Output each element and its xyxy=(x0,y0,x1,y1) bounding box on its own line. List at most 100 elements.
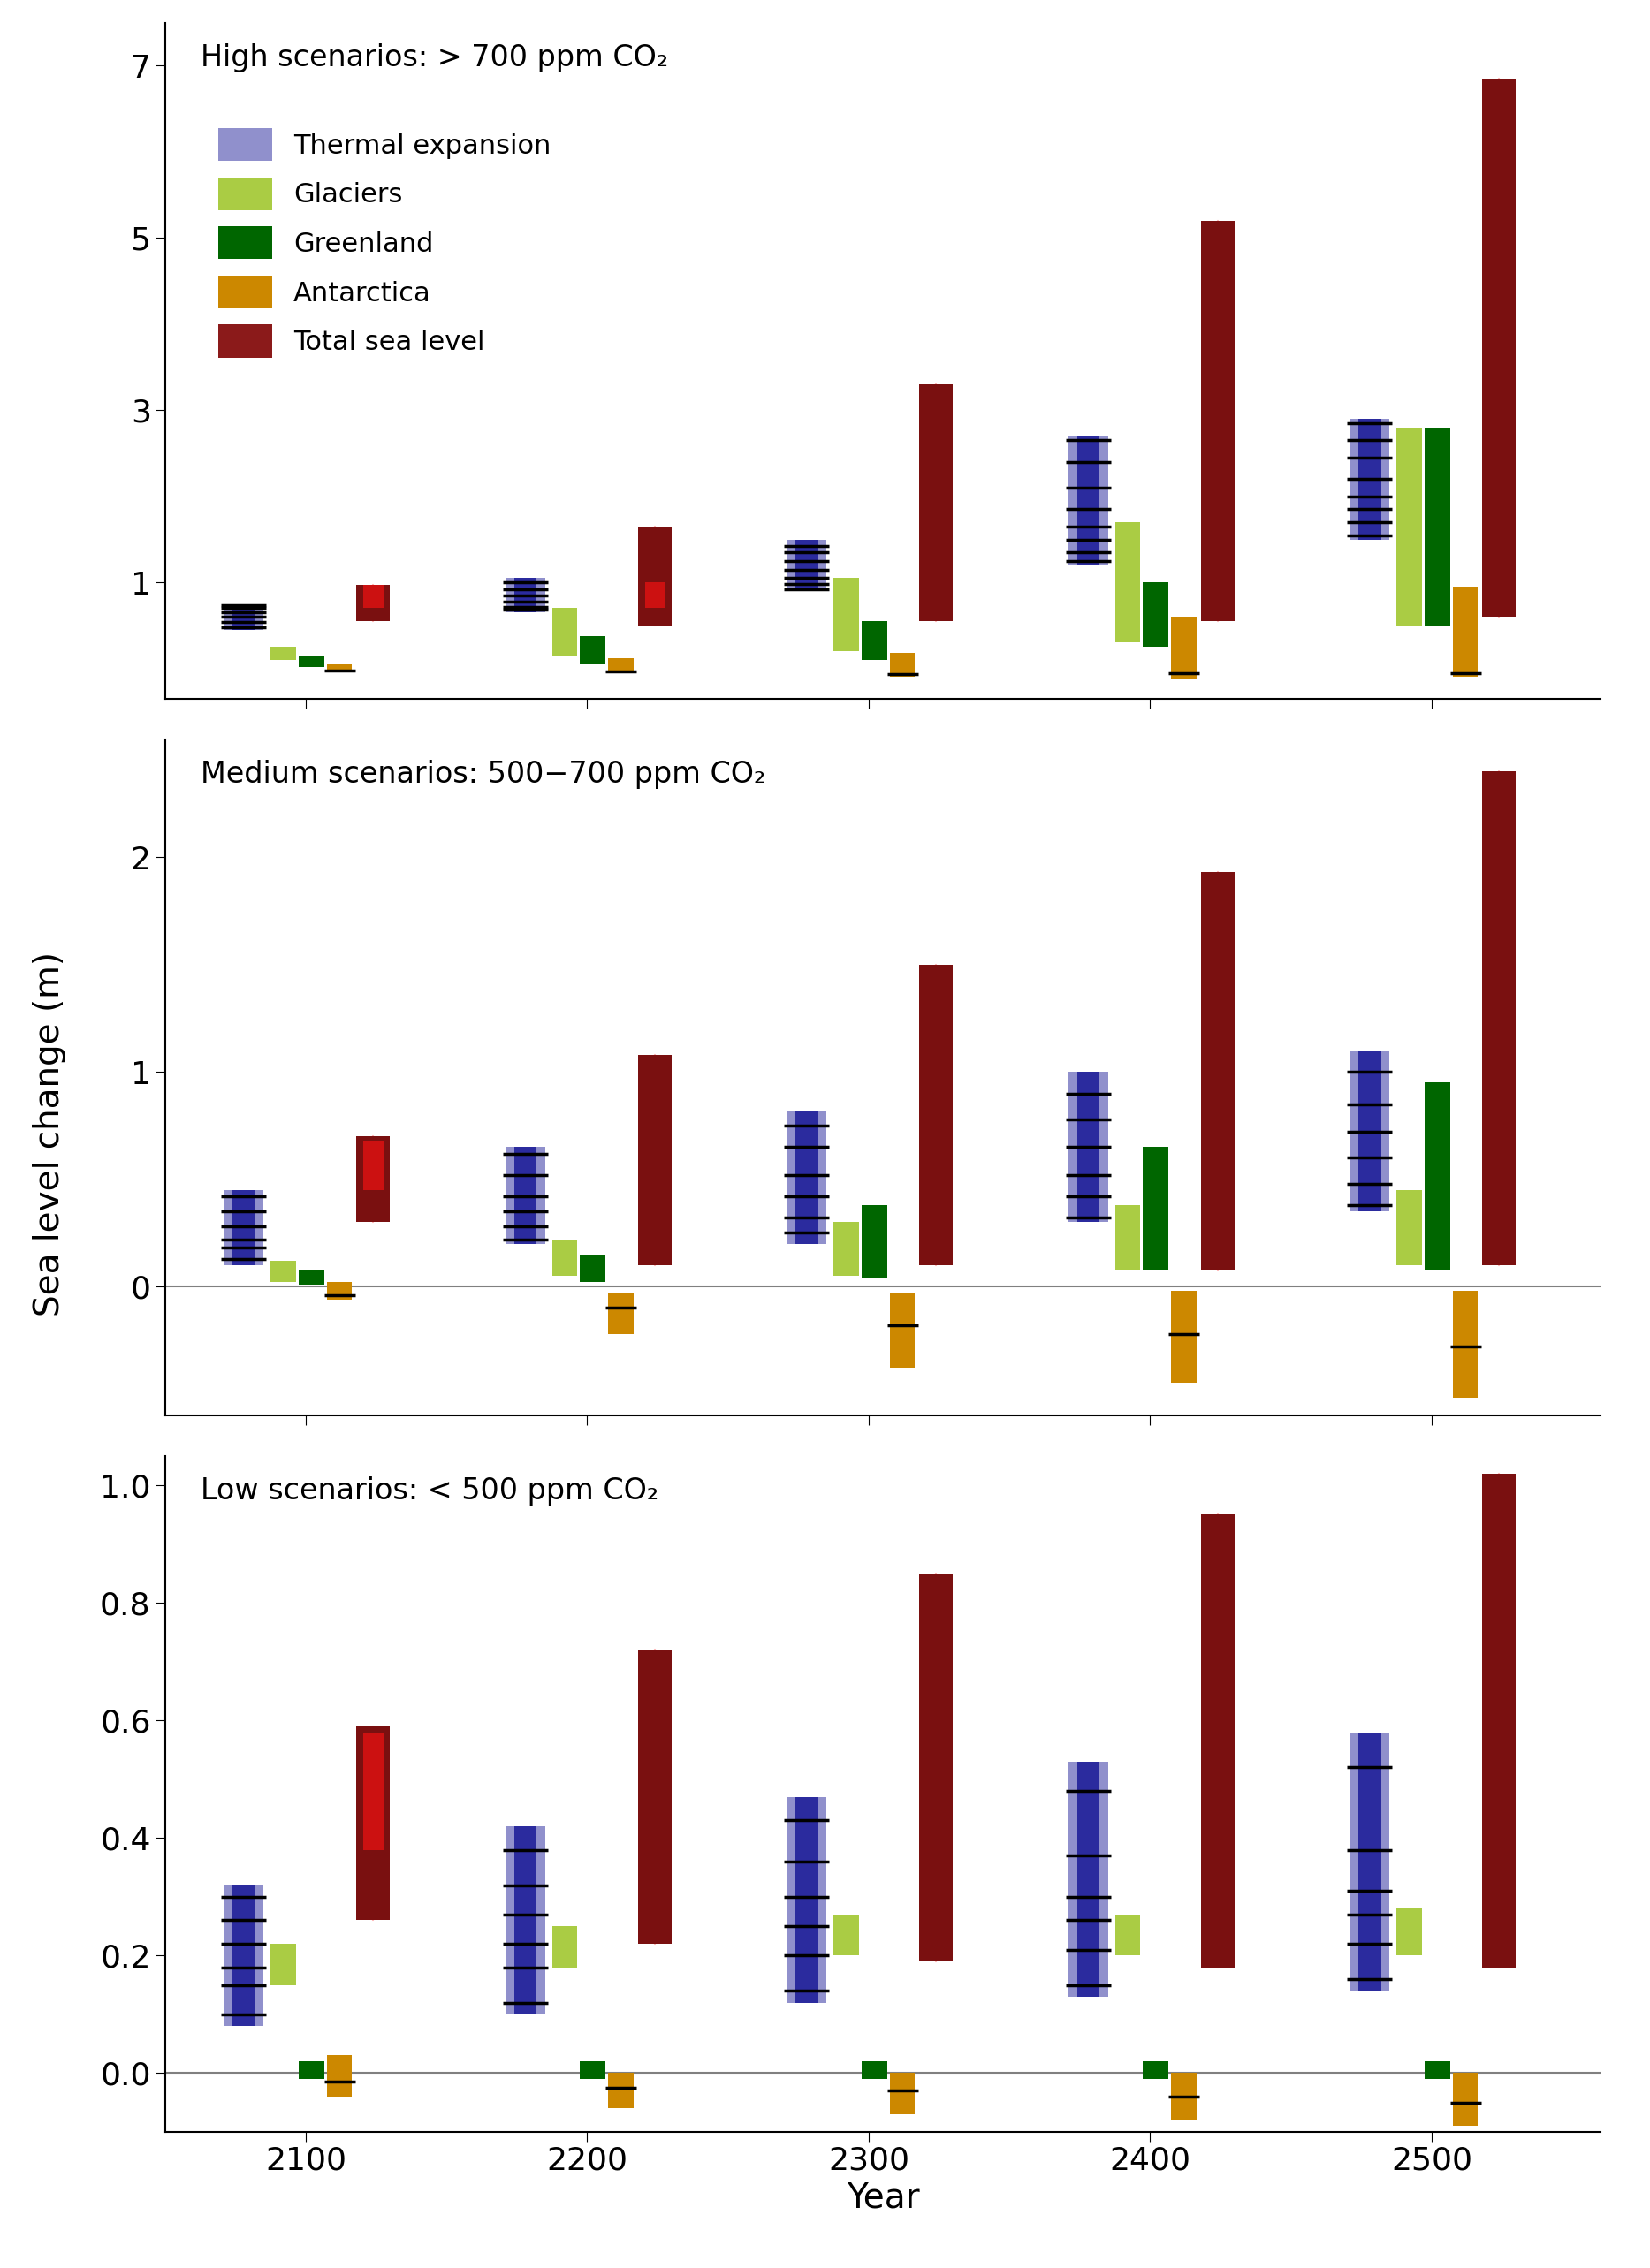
Bar xyxy=(224,1885,264,2025)
Bar xyxy=(327,665,351,671)
Bar xyxy=(795,1111,818,1243)
Bar xyxy=(515,1826,536,2014)
Bar xyxy=(1069,1762,1107,1996)
Bar xyxy=(639,1055,672,1266)
Bar xyxy=(233,1191,256,1266)
Bar xyxy=(327,2055,351,2096)
Bar xyxy=(1350,420,1389,540)
Bar xyxy=(356,1726,389,1921)
Bar xyxy=(1350,1050,1389,1211)
Bar xyxy=(1172,1290,1196,1383)
Bar xyxy=(515,1148,536,1243)
Bar xyxy=(861,621,888,660)
Bar xyxy=(787,1796,827,2003)
Bar xyxy=(327,1281,351,1300)
Bar xyxy=(1482,79,1516,617)
Bar xyxy=(515,578,536,612)
Bar xyxy=(1115,522,1140,642)
Bar xyxy=(233,1885,256,2025)
Bar xyxy=(271,1944,295,1984)
X-axis label: Year: Year xyxy=(846,2182,919,2214)
Bar xyxy=(505,1148,544,1243)
Bar xyxy=(1172,617,1196,678)
Bar xyxy=(1201,220,1234,621)
Bar xyxy=(1350,1733,1389,1991)
Bar xyxy=(1069,435,1107,565)
Bar xyxy=(861,2062,888,2080)
Bar xyxy=(299,655,323,667)
Bar xyxy=(609,1293,634,1334)
Bar xyxy=(581,1254,606,1281)
Bar xyxy=(833,1914,858,1955)
Bar xyxy=(356,585,389,621)
Bar xyxy=(581,635,606,665)
Bar xyxy=(1115,1204,1140,1270)
Bar xyxy=(1143,583,1168,646)
Bar xyxy=(787,1111,827,1243)
Bar xyxy=(889,653,916,678)
Bar xyxy=(1077,1073,1099,1222)
Bar xyxy=(1077,1762,1099,1996)
Bar xyxy=(553,608,578,655)
Bar xyxy=(1424,2062,1450,2080)
Bar xyxy=(609,2073,634,2109)
Bar xyxy=(1115,1914,1140,1955)
Bar xyxy=(1482,771,1516,1266)
Bar xyxy=(363,585,383,608)
Bar xyxy=(919,383,954,621)
Text: Low scenarios: < 500 ppm CO₂: Low scenarios: < 500 ppm CO₂ xyxy=(201,1476,658,1506)
Bar xyxy=(919,1574,954,1962)
Bar xyxy=(224,1191,264,1266)
Bar xyxy=(1201,1515,1234,1966)
Legend: Thermal expansion, Glaciers, Greenland, Antarctica, Total sea level: Thermal expansion, Glaciers, Greenland, … xyxy=(208,118,563,367)
Bar xyxy=(1143,2062,1168,2080)
Bar xyxy=(271,646,295,660)
Bar xyxy=(889,2073,916,2114)
Bar xyxy=(553,1238,578,1277)
Bar xyxy=(919,964,954,1266)
Bar xyxy=(861,1204,888,1277)
Bar xyxy=(609,658,634,674)
Bar xyxy=(1172,2073,1196,2121)
Bar xyxy=(1069,1073,1107,1222)
Bar xyxy=(889,1293,916,1368)
Bar xyxy=(299,1270,323,1284)
Bar xyxy=(224,603,264,631)
Bar xyxy=(581,2062,606,2080)
Bar xyxy=(356,1136,389,1222)
Bar xyxy=(233,603,256,631)
Bar xyxy=(795,540,818,592)
Bar xyxy=(787,540,827,592)
Bar xyxy=(1452,2073,1478,2125)
Text: Sea level change (m): Sea level change (m) xyxy=(33,953,66,1315)
Bar xyxy=(1201,873,1234,1270)
Bar xyxy=(1358,420,1381,540)
Bar xyxy=(1077,435,1099,565)
Bar xyxy=(833,1222,858,1277)
Bar xyxy=(795,1796,818,2003)
Bar xyxy=(639,526,672,626)
Bar xyxy=(1452,1290,1478,1397)
Bar xyxy=(1396,426,1422,626)
Bar xyxy=(1424,426,1450,626)
Bar xyxy=(505,1826,544,2014)
Bar xyxy=(1358,1733,1381,1991)
Bar xyxy=(299,2062,323,2080)
Bar xyxy=(1358,1050,1381,1211)
Bar xyxy=(1396,1910,1422,1955)
Bar xyxy=(553,1926,578,1966)
Bar xyxy=(1143,1148,1168,1270)
Bar xyxy=(833,578,858,651)
Bar xyxy=(505,578,544,612)
Bar xyxy=(645,583,665,608)
Bar xyxy=(1452,587,1478,678)
Bar xyxy=(1482,1474,1516,1966)
Bar xyxy=(639,1649,672,1944)
Text: Medium scenarios: 500−700 ppm CO₂: Medium scenarios: 500−700 ppm CO₂ xyxy=(201,760,766,789)
Text: High scenarios: > 700 ppm CO₂: High scenarios: > 700 ppm CO₂ xyxy=(201,43,668,73)
Bar xyxy=(271,1261,295,1281)
Bar xyxy=(1424,1082,1450,1270)
Bar xyxy=(1396,1191,1422,1266)
Bar xyxy=(363,1733,383,1851)
Bar xyxy=(363,1141,383,1191)
